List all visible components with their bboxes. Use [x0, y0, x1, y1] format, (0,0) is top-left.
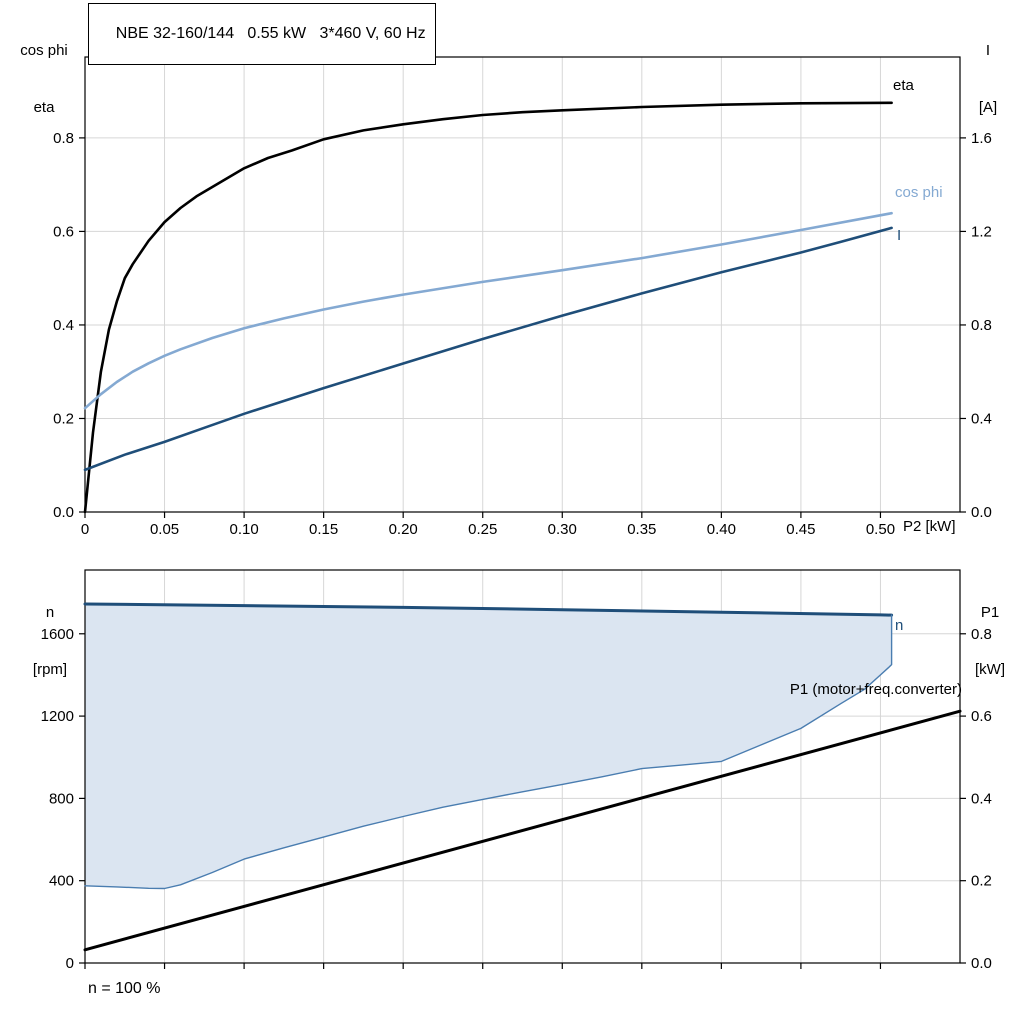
axis-title-speed-unit: [rpm] [32, 661, 68, 678]
y-tick-label-left: 800 [49, 790, 74, 807]
series-p1-motor-freq-converter- [83, 709, 962, 952]
current-curve-label: I [897, 227, 902, 244]
x-tick-label: 0.20 [389, 521, 418, 538]
y-tick-label-left: 1200 [41, 708, 74, 725]
axis-title-current-unit: [A] [978, 99, 998, 116]
y-tick-label-left: 0 [66, 955, 74, 972]
axis-title-p1-unit: [kW] [975, 661, 1005, 678]
speed-footnote: n = 100 % [88, 980, 161, 997]
y-tick-label-left: 0.8 [53, 130, 74, 147]
speed-range-area [85, 604, 892, 889]
p1-curve-label: P1 (motor+freq.converter) [789, 681, 962, 698]
axis-title-eta: eta [33, 99, 55, 116]
series-i [83, 226, 893, 472]
series-eta [83, 101, 893, 514]
y-tick-label-right: 0.0 [971, 955, 992, 972]
series-cos-phi [83, 211, 893, 410]
y-tick-label-left: 0.0 [53, 504, 74, 521]
series-n [83, 602, 894, 617]
x-tick-label: 0.30 [548, 521, 577, 538]
x-tick-label: 0.05 [150, 521, 179, 538]
axis-title-cos-phi: cos phi [20, 42, 68, 59]
x-tick-label: 0.35 [627, 521, 656, 538]
x-tick-label: 0.15 [309, 521, 338, 538]
x-tick-label: 0.50 [866, 521, 895, 538]
axis-title-speed: n [45, 604, 55, 621]
y-tick-label-left: 1600 [41, 626, 74, 643]
x-tick-label: 0 [81, 521, 89, 538]
speed-curve-label: n [895, 617, 904, 634]
bottom-right-axis-title: P1 [kW] [960, 565, 1020, 717]
x-tick-label: 0.25 [468, 521, 497, 538]
axis-title-current: I [985, 42, 991, 59]
y-tick-label-right: 0.0 [971, 504, 992, 521]
y-tick-label-right: 0.2 [971, 873, 992, 890]
y-tick-label-right: 0.8 [971, 626, 992, 643]
y-tick-label-right: 1.6 [971, 130, 992, 147]
x-axis-title: P2 [kW] [903, 518, 956, 535]
y-tick-label-left: 0.4 [53, 317, 74, 334]
chart-title: NBE 32-160/144 0.55 kW 3*460 V, 60 Hz [115, 25, 426, 42]
x-tick-label: 0.10 [229, 521, 258, 538]
axis-title-p1: P1 [980, 604, 1000, 621]
y-tick-label-left: 0.2 [53, 410, 74, 427]
y-tick-label-left: 400 [49, 873, 74, 890]
cos-phi-curve-label: cos phi [895, 184, 943, 201]
bottom-left-axis-title: n [rpm] [18, 565, 82, 717]
y-tick-label-right: 0.6 [971, 708, 992, 725]
plot-border [84, 56, 961, 513]
y-tick-label-right: 0.4 [971, 410, 992, 427]
chart-title-box: NBE 32-160/144 0.55 kW 3*460 V, 60 Hz [88, 3, 436, 65]
top-left-axis-title: cos phi eta [8, 3, 80, 155]
y-tick-label-right: 0.8 [971, 317, 992, 334]
y-tick-label-right: 1.2 [971, 223, 992, 240]
top-right-axis-title: I [A] [958, 3, 1018, 155]
y-tick-label-left: 0.6 [53, 223, 74, 240]
eta-curve-label: eta [893, 77, 914, 94]
x-tick-label: 0.45 [786, 521, 815, 538]
y-tick-label-right: 0.4 [971, 790, 992, 807]
series-n-min [84, 614, 893, 890]
x-tick-label: 0.40 [707, 521, 736, 538]
plot-border [84, 569, 961, 964]
